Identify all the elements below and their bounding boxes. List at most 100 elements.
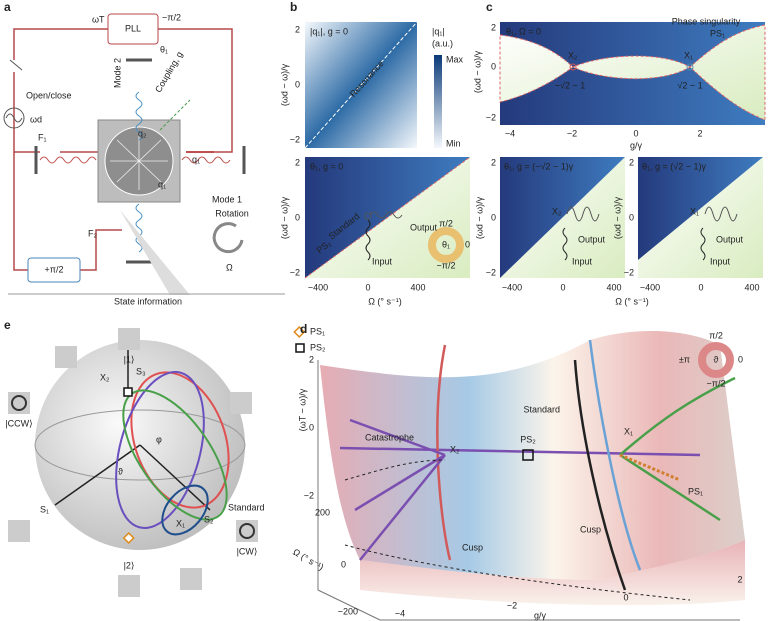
label: S₁ <box>40 504 49 514</box>
label: q₂ <box>138 128 147 138</box>
y-tick-label: −2 <box>624 267 634 277</box>
label: Min <box>446 138 461 148</box>
label: X₁ <box>684 50 693 60</box>
label: X₂ <box>450 444 460 454</box>
panel-label: d <box>300 322 307 336</box>
label: π/2 <box>439 218 453 228</box>
y-tick-label: 2 <box>491 22 496 32</box>
label: Ω <box>226 262 233 272</box>
label: θ₁ <box>442 239 450 249</box>
y-tick-label: 0 <box>295 212 300 222</box>
y-tick-label: −200 <box>338 606 358 616</box>
label: |q₁|, g = 0 <box>310 26 348 36</box>
z-tick-label: 2 <box>309 354 314 364</box>
panel-e-sphere <box>8 325 306 597</box>
label: (a.u.) <box>432 38 453 48</box>
y-tick-label: −2 <box>290 134 300 144</box>
label: PLL <box>125 23 141 33</box>
x-tick-label: −4 <box>395 608 405 618</box>
x-tick-label: 0 <box>560 282 565 292</box>
y-tick-label: 0 <box>341 559 346 569</box>
label: |CW⟩ <box>237 546 258 556</box>
label: Output <box>716 234 744 244</box>
label: Ω (° s⁻¹) <box>291 547 325 572</box>
label: −π/2 <box>162 12 181 22</box>
label: X₂ <box>100 372 110 382</box>
label: Input <box>572 256 593 266</box>
panel-a-diagram <box>3 13 285 295</box>
y-tick-label: −2 <box>290 267 300 277</box>
label: Standard <box>228 502 265 512</box>
x-tick-label: −400 <box>308 282 328 292</box>
panel-label: c <box>486 0 493 14</box>
label: Mode 1 <box>212 194 242 204</box>
label: φ <box>156 434 162 444</box>
y-tick-label: −2 <box>486 112 496 122</box>
label: X₂ <box>552 206 562 216</box>
label: (ωd − ω)/γ <box>612 196 622 239</box>
label: PS₂ <box>310 342 326 352</box>
label: θ₁ <box>160 44 168 54</box>
label: −π/2 <box>437 260 456 270</box>
x-tick-label: −400 <box>502 282 522 292</box>
label: Ω (° s⁻¹) <box>368 296 402 306</box>
label: |1⟩ <box>124 354 135 364</box>
label: 0 <box>465 239 470 249</box>
label: Catastrophe <box>365 432 414 442</box>
x-tick-label: 400 <box>744 282 759 292</box>
label: θ₁, g = 0 <box>310 161 343 171</box>
label: −√2 − 1 <box>555 80 585 90</box>
panel-c-plots <box>499 22 766 278</box>
x-tick-label: 400 <box>410 282 425 292</box>
label: F₂ <box>88 228 97 238</box>
label: Output <box>410 222 438 232</box>
x-tick-label: −2 <box>567 128 577 138</box>
label: Phase singularity <box>672 16 741 26</box>
label: ±π <box>679 354 690 364</box>
y-tick-label: 0 <box>491 61 496 71</box>
label: (ωd − ω)/γ <box>472 50 482 93</box>
label: |CCW⟩ <box>5 418 32 428</box>
panel-d-surface <box>317 330 745 621</box>
y-tick-label: 2 <box>295 157 300 167</box>
label: S₂ <box>204 514 214 524</box>
label: Ω (° s⁻¹) <box>615 296 649 306</box>
y-tick-label: 0 <box>491 212 496 222</box>
x-tick-label: 400 <box>606 282 621 292</box>
y-tick-label: 2 <box>629 157 634 167</box>
label: −π/2 <box>707 378 726 388</box>
label: Coupling, g <box>153 50 184 94</box>
x-tick-label: 0 <box>633 128 638 138</box>
panel-label: b <box>290 0 297 14</box>
label: ϑ <box>118 466 123 476</box>
x-tick-label: −4 <box>505 128 515 138</box>
label: +π/2 <box>45 264 64 274</box>
label: Input <box>710 256 731 266</box>
label: (ωd − ω)/γ <box>474 196 484 239</box>
label: X₁ <box>624 426 633 436</box>
label: Cusp <box>580 524 601 534</box>
label: (ωd − ω)/γ <box>279 63 289 106</box>
label: X₁ <box>690 206 699 216</box>
label: ϑ <box>714 354 719 364</box>
label: Standard <box>523 404 560 414</box>
label: √2 − 1 <box>677 80 702 90</box>
label: q₁ <box>192 154 200 164</box>
label: Mode 2 <box>112 58 122 88</box>
label: X₂ <box>568 50 578 60</box>
panel-label: e <box>4 318 11 332</box>
label: θ₁, g = (√2 − 1)γ <box>642 161 707 171</box>
label: Rotation <box>215 208 249 218</box>
y-tick-label: 0 <box>295 79 300 89</box>
y-tick-label: 0 <box>629 212 634 222</box>
label: q₁ <box>158 179 166 189</box>
label: Input <box>372 256 393 266</box>
label: S₃ <box>136 366 146 376</box>
label: State information <box>114 296 182 306</box>
label: 0 <box>738 354 743 364</box>
label: |q₁| <box>432 26 445 36</box>
panel-b-plots <box>304 21 471 279</box>
label: π/2 <box>709 330 723 340</box>
panel-label: a <box>4 0 11 14</box>
